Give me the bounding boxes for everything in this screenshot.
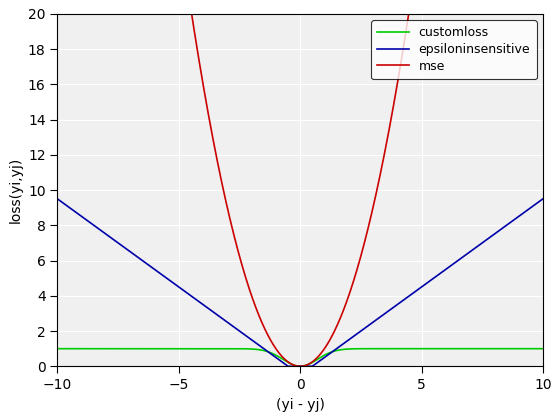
epsiloninsensitive	[284, 364, 291, 369]
Line: epsiloninsensitive: epsiloninsensitive	[58, 199, 543, 366]
Line: mse: mse	[58, 0, 543, 366]
customloss	[478, 346, 484, 351]
Line: customloss: customloss	[58, 349, 543, 366]
customloss	[138, 346, 145, 351]
Y-axis label: loss(yi,yj): loss(yi,yj)	[8, 157, 22, 223]
mse	[297, 364, 304, 369]
epsiloninsensitive	[262, 347, 268, 352]
customloss	[539, 346, 546, 351]
mse	[262, 326, 268, 331]
customloss	[297, 364, 304, 369]
epsiloninsensitive	[138, 257, 145, 262]
customloss	[262, 348, 268, 353]
epsiloninsensitive	[478, 241, 484, 246]
mse	[240, 268, 247, 273]
customloss	[530, 346, 537, 351]
customloss	[54, 346, 61, 351]
customloss	[240, 346, 247, 351]
epsiloninsensitive	[240, 331, 247, 336]
Legend: customloss, epsiloninsensitive, mse: customloss, epsiloninsensitive, mse	[371, 20, 536, 79]
epsiloninsensitive	[54, 197, 61, 202]
customloss	[109, 346, 116, 351]
epsiloninsensitive	[109, 236, 116, 241]
X-axis label: (yi - yj): (yi - yj)	[276, 398, 325, 412]
epsiloninsensitive	[530, 203, 537, 208]
epsiloninsensitive	[539, 197, 546, 202]
